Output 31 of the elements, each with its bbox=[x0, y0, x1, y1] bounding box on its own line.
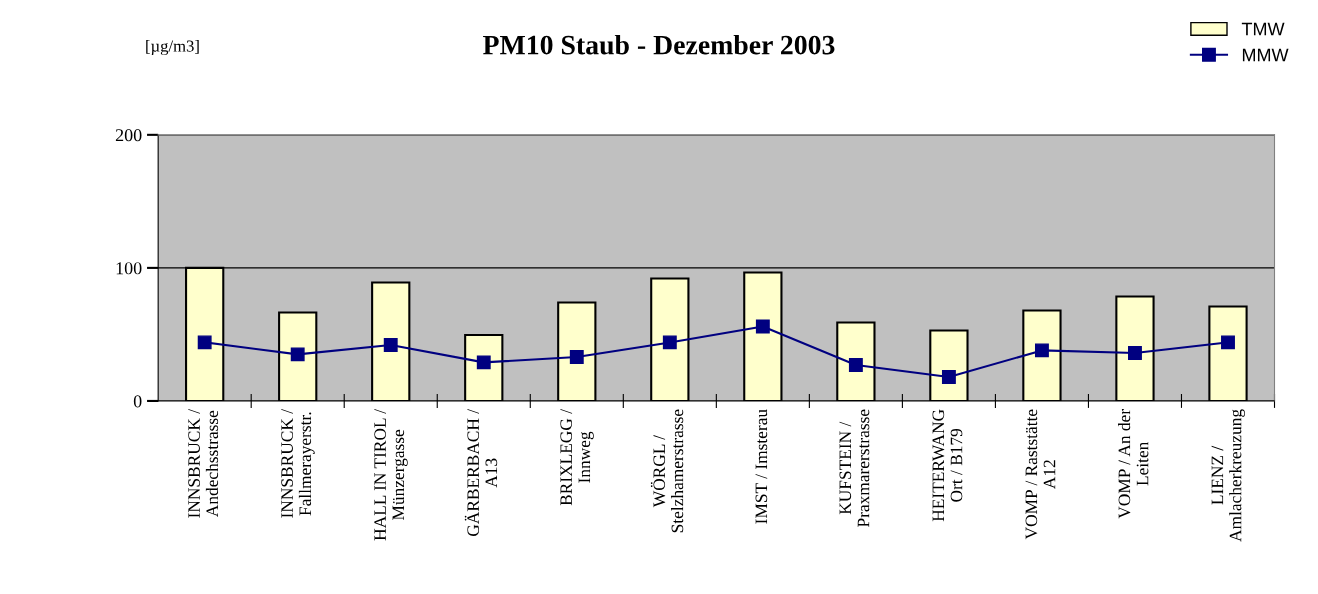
x-tick-label: BRIXLEGG / Innweg bbox=[560, 408, 594, 506]
x-tick-label: HALL IN TIROL / Münzergasse bbox=[374, 408, 408, 541]
point bbox=[383, 338, 398, 353]
y-tick-label: 200 bbox=[115, 129, 142, 142]
x-tick-label: LIENZ / Amlacherkreuzung bbox=[1211, 409, 1245, 542]
point bbox=[1221, 335, 1235, 350]
point bbox=[476, 355, 491, 370]
y-axis-title: [µg/m3] bbox=[146, 39, 199, 56]
x-tick-label: VOMP / An der Leiten bbox=[1118, 409, 1149, 519]
legend-label: MMW bbox=[1242, 48, 1289, 62]
point bbox=[941, 370, 956, 384]
point bbox=[569, 350, 584, 364]
point bbox=[848, 358, 863, 372]
x-tick-label: INNSBRUCK / Fallmerayerstr. bbox=[281, 408, 315, 518]
point bbox=[1128, 346, 1142, 360]
y-tick-label: 0 bbox=[133, 395, 142, 408]
x-tick-label: WÖRGL / Stelzhamerstrasse bbox=[650, 409, 684, 533]
x-tick-label: VOMP / Raststätte A12 bbox=[1025, 409, 1056, 540]
legend-label: TMW bbox=[1241, 22, 1285, 36]
point bbox=[197, 335, 212, 350]
point bbox=[1034, 343, 1049, 358]
x-tick-label: HEITERWANG Ort / B179 bbox=[932, 409, 963, 522]
point bbox=[662, 335, 677, 350]
point bbox=[755, 319, 770, 334]
x-tick-label: INNSBRUCK / Andechsstrasse bbox=[188, 408, 219, 518]
x-tick-label: GÄRBERBACH / A13 bbox=[464, 408, 498, 537]
chart-title: PM10 Staub - Dezember 2003 bbox=[483, 34, 835, 55]
y-tick-label: 100 bbox=[116, 262, 142, 275]
x-tick-label: IMST / Imsterau bbox=[755, 409, 768, 524]
point bbox=[290, 347, 305, 362]
x-tick-label: KUFSTEIN / Praxmarerstrasse bbox=[839, 409, 870, 528]
